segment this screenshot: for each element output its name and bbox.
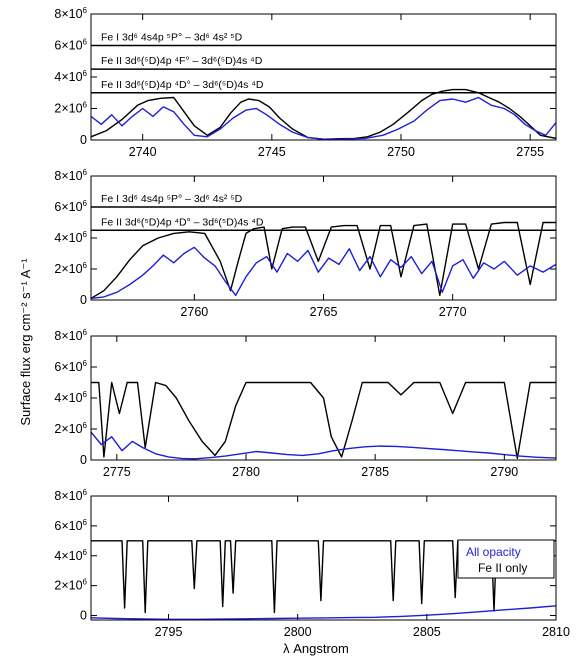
y-tick-mantissa: 6×10 (54, 519, 82, 533)
y-tick-mantissa: 4×10 (54, 391, 82, 405)
spectrum-series-2 (91, 246, 556, 300)
y-tick-exponent: 6 (83, 578, 88, 587)
y-tick-exponent: 6 (83, 168, 88, 177)
y-tick-label: 0 (80, 609, 87, 623)
x-axis-label: λ Angstrom (283, 641, 349, 656)
spectrum-series-1 (91, 88, 556, 140)
x-tick-label: 2800 (284, 625, 312, 639)
y-tick-exponent: 6 (83, 518, 88, 527)
y-tick-exponent: 6 (83, 488, 88, 497)
panel-1: Fe I 3d⁶ 4s4p ⁵P° – 3d⁶ 4s² ⁵D Fe II 3d⁶(… (54, 6, 557, 159)
y-tick-mantissa: 2×10 (54, 422, 82, 436)
y-tick-label: 8×106 (54, 328, 87, 343)
y-tick-exponent: 6 (83, 69, 88, 78)
x-tick-label: 2760 (180, 305, 208, 319)
x-tick-label: 2740 (129, 145, 157, 159)
y-tick-exponent: 6 (83, 230, 88, 239)
y-tick-label: 0 (80, 293, 87, 307)
y-tick-mantissa: 2×10 (54, 102, 82, 116)
y-tick-label: 0 (80, 133, 87, 147)
y-tick-mantissa: 4×10 (54, 70, 82, 84)
y-tick-label: 4×106 (54, 548, 87, 563)
spectrum-series-2 (91, 431, 556, 460)
y-tick-exponent: 6 (83, 261, 88, 270)
x-tick-label: 2790 (490, 465, 518, 479)
y-tick-mantissa: 0 (80, 293, 87, 307)
y-tick-mantissa: 6×10 (54, 200, 82, 214)
y-tick-mantissa: 0 (80, 609, 87, 623)
y-tick-label: 4×106 (54, 230, 87, 245)
x-tick-label: 2780 (232, 465, 260, 479)
y-tick-label: 8×106 (54, 488, 87, 503)
x-tick-label: 2805 (413, 625, 441, 639)
transition-label-2: Fe II 3d⁶(⁵D)4p ⁴D° – 3d⁶(⁵D)4s ⁴D (101, 216, 264, 228)
y-tick-label: 4×106 (54, 69, 87, 84)
spectrum-series-1 (91, 381, 556, 460)
spectrum-series-1 (91, 221, 556, 300)
legend-box (457, 539, 555, 579)
x-tick-label: 2795 (155, 625, 183, 639)
y-tick-mantissa: 8×10 (54, 489, 82, 503)
y-tick-label: 2×106 (54, 421, 87, 436)
y-tick-exponent: 6 (83, 328, 88, 337)
y-tick-exponent: 6 (83, 101, 88, 110)
transition-label-3: Fe II 3d⁶(⁵D)4p ⁴D° – 3d⁶(⁵D)4s ⁴D (101, 79, 264, 91)
spectrum-series-2 (91, 96, 556, 140)
y-tick-label: 6×106 (54, 199, 87, 214)
y-tick-exponent: 6 (83, 359, 88, 368)
y-tick-mantissa: 2×10 (54, 579, 82, 593)
y-tick-mantissa: 4×10 (54, 231, 82, 245)
y-tick-label: 2×106 (54, 261, 87, 276)
y-tick-exponent: 6 (83, 199, 88, 208)
y-tick-mantissa: 8×10 (54, 169, 82, 183)
y-tick-mantissa: 0 (80, 453, 87, 467)
spectrum-series-1 (91, 540, 556, 614)
y-tick-label: 2×106 (54, 101, 87, 116)
y-tick-mantissa: 6×10 (54, 360, 82, 374)
transition-label-2: Fe II 3d⁶(⁵D)4p ⁴F° – 3d⁶(⁵D)4s ⁴D (101, 55, 263, 67)
y-tick-exponent: 6 (83, 38, 88, 47)
y-tick-label: 2×106 (54, 578, 87, 593)
x-tick-label: 2745 (258, 145, 286, 159)
y-tick-mantissa: 8×10 (54, 329, 82, 343)
y-tick-exponent: 6 (83, 548, 88, 557)
plot-frame (90, 495, 557, 621)
spectrum-series-2 (91, 605, 556, 620)
x-tick-label: 2770 (439, 305, 467, 319)
transition-label-1: Fe I 3d⁶ 4s4p ⁵P° – 3d⁶ 4s² ⁵D (101, 193, 243, 205)
y-tick-mantissa: 0 (80, 133, 87, 147)
x-tick-label: 2775 (103, 465, 131, 479)
y-tick-label: 6×106 (54, 518, 87, 533)
y-tick-label: 6×106 (54, 359, 87, 374)
transition-label-1: Fe I 3d⁶ 4s4p ⁵P° – 3d⁶ 4s² ⁵D (101, 32, 243, 44)
x-tick-label: 2755 (516, 145, 544, 159)
legend: All opacity Fe II only (457, 539, 555, 579)
y-tick-label: 0 (80, 453, 87, 467)
y-tick-exponent: 6 (83, 421, 88, 430)
x-tick-label: 2765 (310, 305, 338, 319)
x-tick-label: 2785 (361, 465, 389, 479)
y-tick-mantissa: 6×10 (54, 39, 82, 53)
legend-entry-all-opacity: All opacity (466, 545, 521, 559)
y-axis-label: Surface flux erg cm⁻² s⁻¹ A⁻¹ (18, 258, 33, 426)
y-tick-exponent: 6 (83, 6, 88, 15)
y-tick-exponent: 6 (83, 390, 88, 399)
panels: Fe I 3d⁶ 4s4p ⁵P° – 3d⁶ 4s² ⁵D Fe II 3d⁶(… (54, 6, 570, 639)
x-tick-label: 2810 (542, 625, 570, 639)
panel-2: Fe I 3d⁶ 4s4p ⁵P° – 3d⁶ 4s² ⁵D Fe II 3d⁶(… (54, 168, 557, 319)
y-tick-label: 4×106 (54, 390, 87, 405)
x-tick-label: 2750 (387, 145, 415, 159)
y-tick-label: 8×106 (54, 168, 87, 183)
legend-entry-fe-ii-only: Fe II only (478, 561, 527, 575)
y-tick-mantissa: 8×10 (54, 7, 82, 21)
y-tick-label: 8×106 (54, 6, 87, 21)
y-tick-mantissa: 2×10 (54, 262, 82, 276)
y-tick-mantissa: 4×10 (54, 549, 82, 563)
y-tick-label: 6×106 (54, 38, 87, 53)
